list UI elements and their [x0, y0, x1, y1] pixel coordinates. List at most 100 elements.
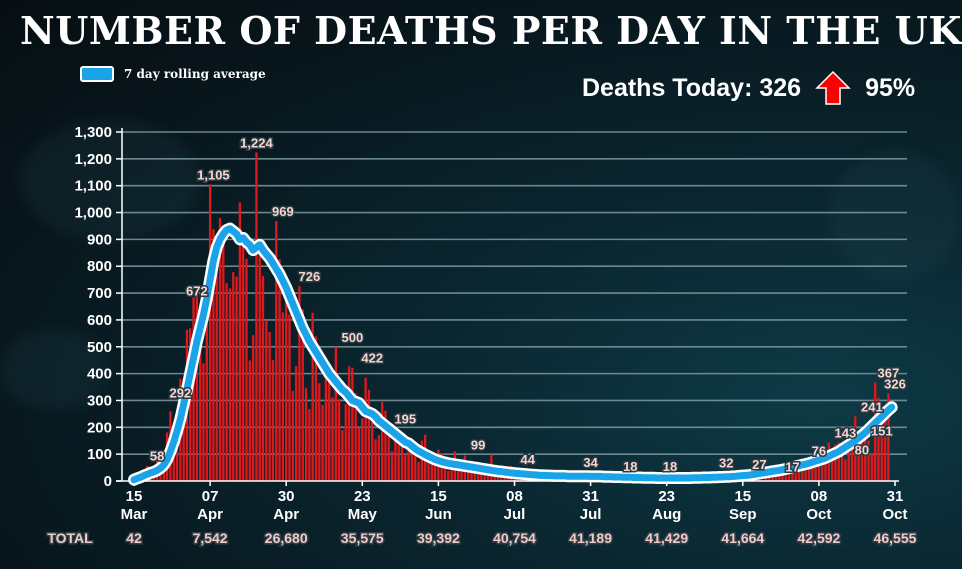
bar: [225, 283, 228, 481]
x-tick-label-day: 07: [202, 488, 219, 505]
bar: [205, 269, 208, 481]
bar: [857, 443, 860, 481]
daily-death-bars: [132, 152, 890, 482]
bar: [483, 472, 486, 481]
bar: [867, 440, 870, 481]
bar: [407, 450, 410, 481]
bar: [794, 467, 797, 481]
bar: [778, 471, 781, 481]
axes: 0 100 200 300 400 500 600 700 800 900 1,000 1,100 1,…: [74, 124, 899, 490]
bar: [873, 382, 877, 481]
bar: [840, 453, 844, 481]
bar: [235, 276, 238, 481]
y-tick-label: 700: [87, 285, 112, 302]
bar: [480, 470, 483, 481]
y-tick-label: 800: [87, 258, 112, 275]
bar: [864, 434, 867, 481]
bar: [400, 433, 404, 481]
bar: [341, 429, 344, 481]
bar: [433, 460, 437, 481]
x-tick-label-day: 15: [430, 488, 447, 505]
x-tick-label-month: Oct: [882, 506, 907, 523]
data-label: 18: [663, 459, 677, 474]
data-label: 672: [186, 284, 208, 299]
y-tick-label: 600: [87, 312, 112, 329]
x-tick-label-day: 15: [734, 488, 751, 505]
bar: [427, 456, 430, 481]
bar: [447, 470, 450, 481]
x-tick-label-month: Apr: [273, 506, 299, 523]
bar: [334, 346, 337, 481]
bar: [801, 463, 804, 481]
data-label: 1,224: [240, 135, 273, 150]
data-label: 143: [835, 426, 857, 441]
x-tick-label-month: Jul: [504, 506, 526, 523]
bar: [298, 286, 301, 481]
data-label: 500: [342, 330, 364, 345]
bar: [807, 464, 811, 481]
bar: [199, 314, 202, 481]
bar: [208, 184, 212, 481]
bar: [318, 383, 321, 481]
bar: [175, 432, 179, 481]
x-tick-label-day: 31: [582, 488, 599, 505]
bar: [821, 462, 824, 481]
total-value: 46,555: [874, 530, 917, 546]
bar: [811, 461, 814, 481]
bar: [784, 475, 787, 481]
bar: [450, 462, 453, 481]
bar: [410, 441, 414, 481]
bar: [314, 336, 318, 481]
data-label: 34: [583, 455, 598, 470]
deaths-today-label: Deaths Today: 326: [582, 73, 802, 102]
bar: [361, 418, 364, 481]
y-tick-label: 1,100: [74, 178, 112, 195]
data-label: 195: [394, 412, 416, 427]
x-tick-label-day: 15: [126, 488, 143, 505]
bar: [331, 397, 334, 481]
background-blob: [0, 330, 110, 410]
bar: [850, 440, 854, 481]
bar: [880, 407, 883, 481]
legend-swatch-rolling-average: [80, 66, 114, 82]
x-tick-label-month: Oct: [806, 506, 831, 523]
bar: [887, 393, 890, 481]
bar: [768, 476, 771, 481]
total-value: 42: [126, 530, 142, 546]
data-label: 27: [752, 457, 766, 472]
x-tick-label-month: Aug: [652, 506, 681, 523]
bar: [324, 372, 328, 481]
x-tick-label-day: 23: [354, 488, 371, 505]
data-label: 326: [884, 376, 906, 391]
data-label: 367: [878, 365, 900, 380]
bar: [357, 427, 361, 481]
bar: [367, 389, 371, 481]
bar: [238, 202, 242, 482]
x-tick-label-day: 23: [658, 488, 675, 505]
bar: [311, 312, 314, 481]
bar: [328, 373, 331, 481]
x-tick-label-month: Jun: [425, 506, 452, 523]
bar: [380, 402, 384, 481]
total-value: 41,664: [721, 530, 764, 546]
y-tick-label: 400: [87, 366, 112, 383]
data-label: 58: [150, 448, 164, 463]
bar: [470, 471, 473, 481]
total-value: 41,429: [645, 530, 688, 546]
bar: [261, 275, 265, 481]
bar: [804, 470, 807, 481]
bar: [232, 272, 235, 481]
deaths-change-percent: 95%: [865, 73, 916, 102]
x-tick-label-month: Apr: [197, 506, 223, 523]
bar: [371, 408, 374, 481]
bar: [321, 405, 324, 481]
bar: [476, 470, 480, 481]
x-tick-label-month: Sep: [729, 506, 757, 523]
bar: [860, 429, 864, 481]
data-label: 1,105: [197, 167, 230, 182]
bar: [285, 277, 288, 481]
bar: [417, 461, 420, 481]
bar: [308, 409, 311, 481]
bar: [255, 152, 258, 481]
x-tick-label-day: 08: [811, 488, 828, 505]
